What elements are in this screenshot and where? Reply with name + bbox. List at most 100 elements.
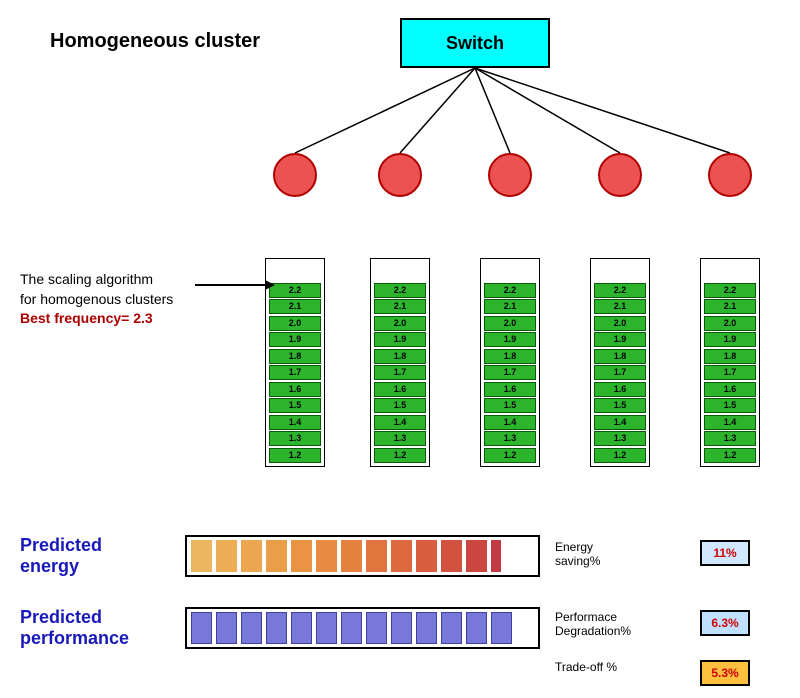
frequency-cell: 1.5 [484,398,536,413]
frequency-column: 2.22.12.01.91.81.71.61.51.41.31.2 [590,258,650,467]
frequency-cell: 1.5 [594,398,646,413]
arrow-icon [195,270,275,300]
energy-bar-segment [466,540,487,572]
frequency-cell: 1.9 [269,332,321,347]
energy-bar-segment [241,540,262,572]
frequency-cell: 1.7 [484,365,536,380]
frequency-cell: 2.2 [269,283,321,298]
frequency-cell: 1.8 [594,349,646,364]
best-frequency-label: Best frequency= 2.3 [20,310,153,326]
frequency-cell: 1.5 [374,398,426,413]
frequency-cell: 1.8 [269,349,321,364]
frequency-cell: 1.3 [484,431,536,446]
frequency-cell: 1.9 [374,332,426,347]
cluster-node-icon [708,153,752,197]
frequency-cell: 1.7 [594,365,646,380]
performance-bar-segment [266,612,287,644]
performance-bar-segment [466,612,487,644]
frequency-column: 2.22.12.01.91.81.71.61.51.41.31.2 [700,258,760,467]
tradeoff-value-box: 5.3% [700,660,750,686]
predicted-energy-label: Predictedenergy [20,535,102,577]
performance-bar-segment [316,612,337,644]
frequency-column: 2.22.12.01.91.81.71.61.51.41.31.2 [370,258,430,467]
perf-degradation-value: 6.3% [711,616,738,630]
switch-label: Switch [446,33,504,54]
frequency-cell: 1.5 [704,398,756,413]
perf-degradation-value-box: 6.3% [700,610,750,636]
frequency-cell: 2.0 [484,316,536,331]
predicted-energy-bar [185,535,540,577]
cluster-node-icon [598,153,642,197]
energy-bar-segment [391,540,412,572]
cluster-node-icon [488,153,532,197]
performance-bar-segment [441,612,462,644]
frequency-cell: 1.3 [704,431,756,446]
performance-bar-segment [216,612,237,644]
frequency-cell: 1.6 [704,382,756,397]
tradeoff-value: 5.3% [711,666,738,680]
performance-bar-segment [341,612,362,644]
frequency-cell: 1.3 [374,431,426,446]
frequency-cell: 2.2 [704,283,756,298]
energy-bar-segment [416,540,437,572]
energy-bar-segment [366,540,387,572]
frequency-cell: 1.6 [484,382,536,397]
frequency-cell: 1.4 [484,415,536,430]
performance-bar-segment [491,612,512,644]
frequency-cell: 1.4 [704,415,756,430]
frequency-cell: 1.5 [269,398,321,413]
energy-bar-segment [291,540,312,572]
energy-saving-value-box: 11% [700,540,750,566]
energy-saving-label: Energysaving% [555,540,600,568]
frequency-cell: 2.2 [594,283,646,298]
frequency-cell: 1.2 [374,448,426,463]
frequency-cell: 1.8 [704,349,756,364]
frequency-cell: 1.2 [269,448,321,463]
frequency-cell: 1.4 [374,415,426,430]
energy-bar-segment [316,540,337,572]
switch-node: Switch [400,18,550,68]
frequency-cell: 1.9 [704,332,756,347]
frequency-cell: 1.2 [704,448,756,463]
frequency-cell: 1.3 [594,431,646,446]
frequency-cell: 1.7 [374,365,426,380]
tradeoff-label: Trade-off % [555,660,617,674]
energy-saving-value: 11% [713,546,736,560]
cluster-node-icon [378,153,422,197]
frequency-cell: 2.2 [484,283,536,298]
frequency-cell: 1.6 [594,382,646,397]
frequency-cell: 1.9 [484,332,536,347]
perf-degradation-label: PerformaceDegradation% [555,610,631,638]
energy-bar-segment [491,540,501,572]
frequency-cell: 1.9 [594,332,646,347]
frequency-cell: 2.0 [704,316,756,331]
frequency-cell: 1.6 [269,382,321,397]
cluster-node-icon [273,153,317,197]
frequency-cell: 1.2 [484,448,536,463]
algo-line1: The scaling algorithm [20,271,153,287]
performance-bar-segment [291,612,312,644]
frequency-cell: 1.4 [594,415,646,430]
frequency-cell: 2.0 [374,316,426,331]
frequency-column: 2.22.12.01.91.81.71.61.51.41.31.2 [480,258,540,467]
energy-bar-segment [341,540,362,572]
frequency-cell: 1.8 [374,349,426,364]
frequency-cell: 2.0 [269,316,321,331]
energy-bar-segment [266,540,287,572]
performance-bar-segment [391,612,412,644]
frequency-cell: 2.1 [374,299,426,314]
energy-bar-segment [216,540,237,572]
predicted-performance-label: Predictedperformance [20,607,129,649]
performance-bar-segment [366,612,387,644]
frequency-cell: 1.8 [484,349,536,364]
frequency-cell: 2.1 [594,299,646,314]
frequency-cell: 2.1 [269,299,321,314]
algorithm-text: The scaling algorithm for homogenous clu… [20,270,173,329]
energy-bar-segment [191,540,212,572]
algo-line2: for homogenous clusters [20,291,173,307]
frequency-cell: 1.2 [594,448,646,463]
energy-bar-segment [441,540,462,572]
performance-bar-segment [241,612,262,644]
frequency-cell: 1.4 [269,415,321,430]
predicted-performance-bar [185,607,540,649]
